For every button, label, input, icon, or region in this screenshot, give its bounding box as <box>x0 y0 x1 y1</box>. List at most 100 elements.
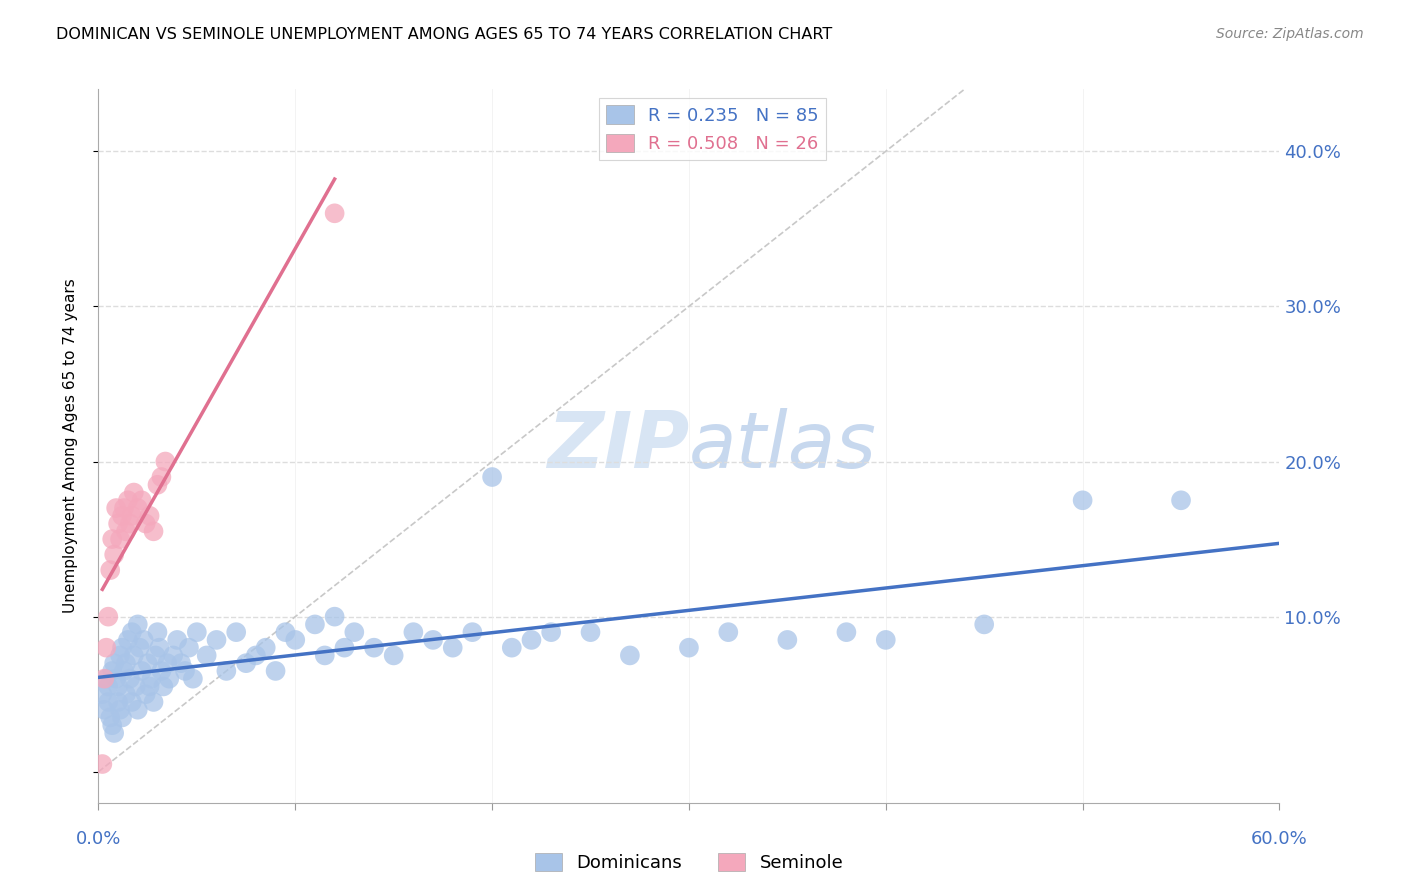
Point <box>195 648 218 663</box>
Point <box>481 470 503 484</box>
Point <box>136 656 159 670</box>
Point <box>520 632 543 647</box>
Point <box>121 625 143 640</box>
Point <box>461 625 484 640</box>
Point <box>205 632 228 647</box>
Point <box>107 516 129 531</box>
Point <box>157 672 180 686</box>
Point <box>135 687 157 701</box>
Point <box>127 703 149 717</box>
Point <box>91 757 114 772</box>
Point <box>131 664 153 678</box>
Point <box>97 695 120 709</box>
Point <box>103 656 125 670</box>
Point <box>121 695 143 709</box>
Point <box>121 508 143 523</box>
Text: 0.0%: 0.0% <box>76 830 121 847</box>
Text: ZIP: ZIP <box>547 408 689 484</box>
Point <box>138 508 160 523</box>
Point <box>138 680 160 694</box>
Point <box>235 656 257 670</box>
Point <box>776 632 799 647</box>
Point <box>101 718 124 732</box>
Point <box>91 687 114 701</box>
Point <box>105 672 128 686</box>
Point <box>1170 493 1192 508</box>
Point <box>619 648 641 663</box>
Point <box>215 664 238 678</box>
Point <box>155 454 177 468</box>
Point <box>115 656 138 670</box>
Point <box>254 640 277 655</box>
Point <box>108 648 131 663</box>
Y-axis label: Unemployment Among Ages 65 to 74 years: Unemployment Among Ages 65 to 74 years <box>63 278 77 614</box>
Point <box>1071 493 1094 508</box>
Point <box>170 656 193 670</box>
Point <box>501 640 523 655</box>
Point <box>135 516 157 531</box>
Point <box>225 625 247 640</box>
Point <box>115 687 138 701</box>
Text: Source: ZipAtlas.com: Source: ZipAtlas.com <box>1216 27 1364 41</box>
Point <box>115 524 138 539</box>
Point <box>108 532 131 546</box>
Text: DOMINICAN VS SEMINOLE UNEMPLOYMENT AMONG AGES 65 TO 74 YEARS CORRELATION CHART: DOMINICAN VS SEMINOLE UNEMPLOYMENT AMONG… <box>56 27 832 42</box>
Point <box>107 680 129 694</box>
Point <box>717 625 740 640</box>
Point <box>98 563 121 577</box>
Point <box>103 548 125 562</box>
Legend: Dominicans, Seminole: Dominicans, Seminole <box>527 846 851 880</box>
Point <box>96 672 118 686</box>
Point <box>402 625 425 640</box>
Point <box>122 648 145 663</box>
Point <box>93 703 115 717</box>
Point <box>162 648 184 663</box>
Point <box>111 640 134 655</box>
Point <box>96 640 118 655</box>
Point <box>127 501 149 516</box>
Point <box>112 501 135 516</box>
Point <box>152 680 174 694</box>
Point <box>150 470 173 484</box>
Point <box>101 664 124 678</box>
Point <box>97 609 120 624</box>
Point <box>145 648 167 663</box>
Point <box>125 680 148 694</box>
Point <box>973 617 995 632</box>
Point <box>97 680 120 694</box>
Point <box>112 664 135 678</box>
Point <box>146 477 169 491</box>
Point <box>128 640 150 655</box>
Point <box>333 640 356 655</box>
Point <box>174 664 197 678</box>
Point <box>118 672 141 686</box>
Point <box>150 664 173 678</box>
Point <box>363 640 385 655</box>
Point <box>422 632 444 647</box>
Point <box>146 625 169 640</box>
Point <box>132 632 155 647</box>
Point <box>274 625 297 640</box>
Point <box>314 648 336 663</box>
Point <box>117 632 139 647</box>
Point <box>107 695 129 709</box>
Point <box>382 648 405 663</box>
Text: atlas: atlas <box>689 408 877 484</box>
Point <box>108 703 131 717</box>
Point <box>111 710 134 724</box>
Point <box>186 625 208 640</box>
Point <box>142 695 165 709</box>
Point <box>118 516 141 531</box>
Point <box>156 656 179 670</box>
Point <box>111 508 134 523</box>
Point <box>103 726 125 740</box>
Point <box>177 640 200 655</box>
Point <box>343 625 366 640</box>
Point <box>117 493 139 508</box>
Point <box>835 625 858 640</box>
Point <box>264 664 287 678</box>
Point <box>875 632 897 647</box>
Point <box>105 501 128 516</box>
Point <box>122 485 145 500</box>
Point <box>131 493 153 508</box>
